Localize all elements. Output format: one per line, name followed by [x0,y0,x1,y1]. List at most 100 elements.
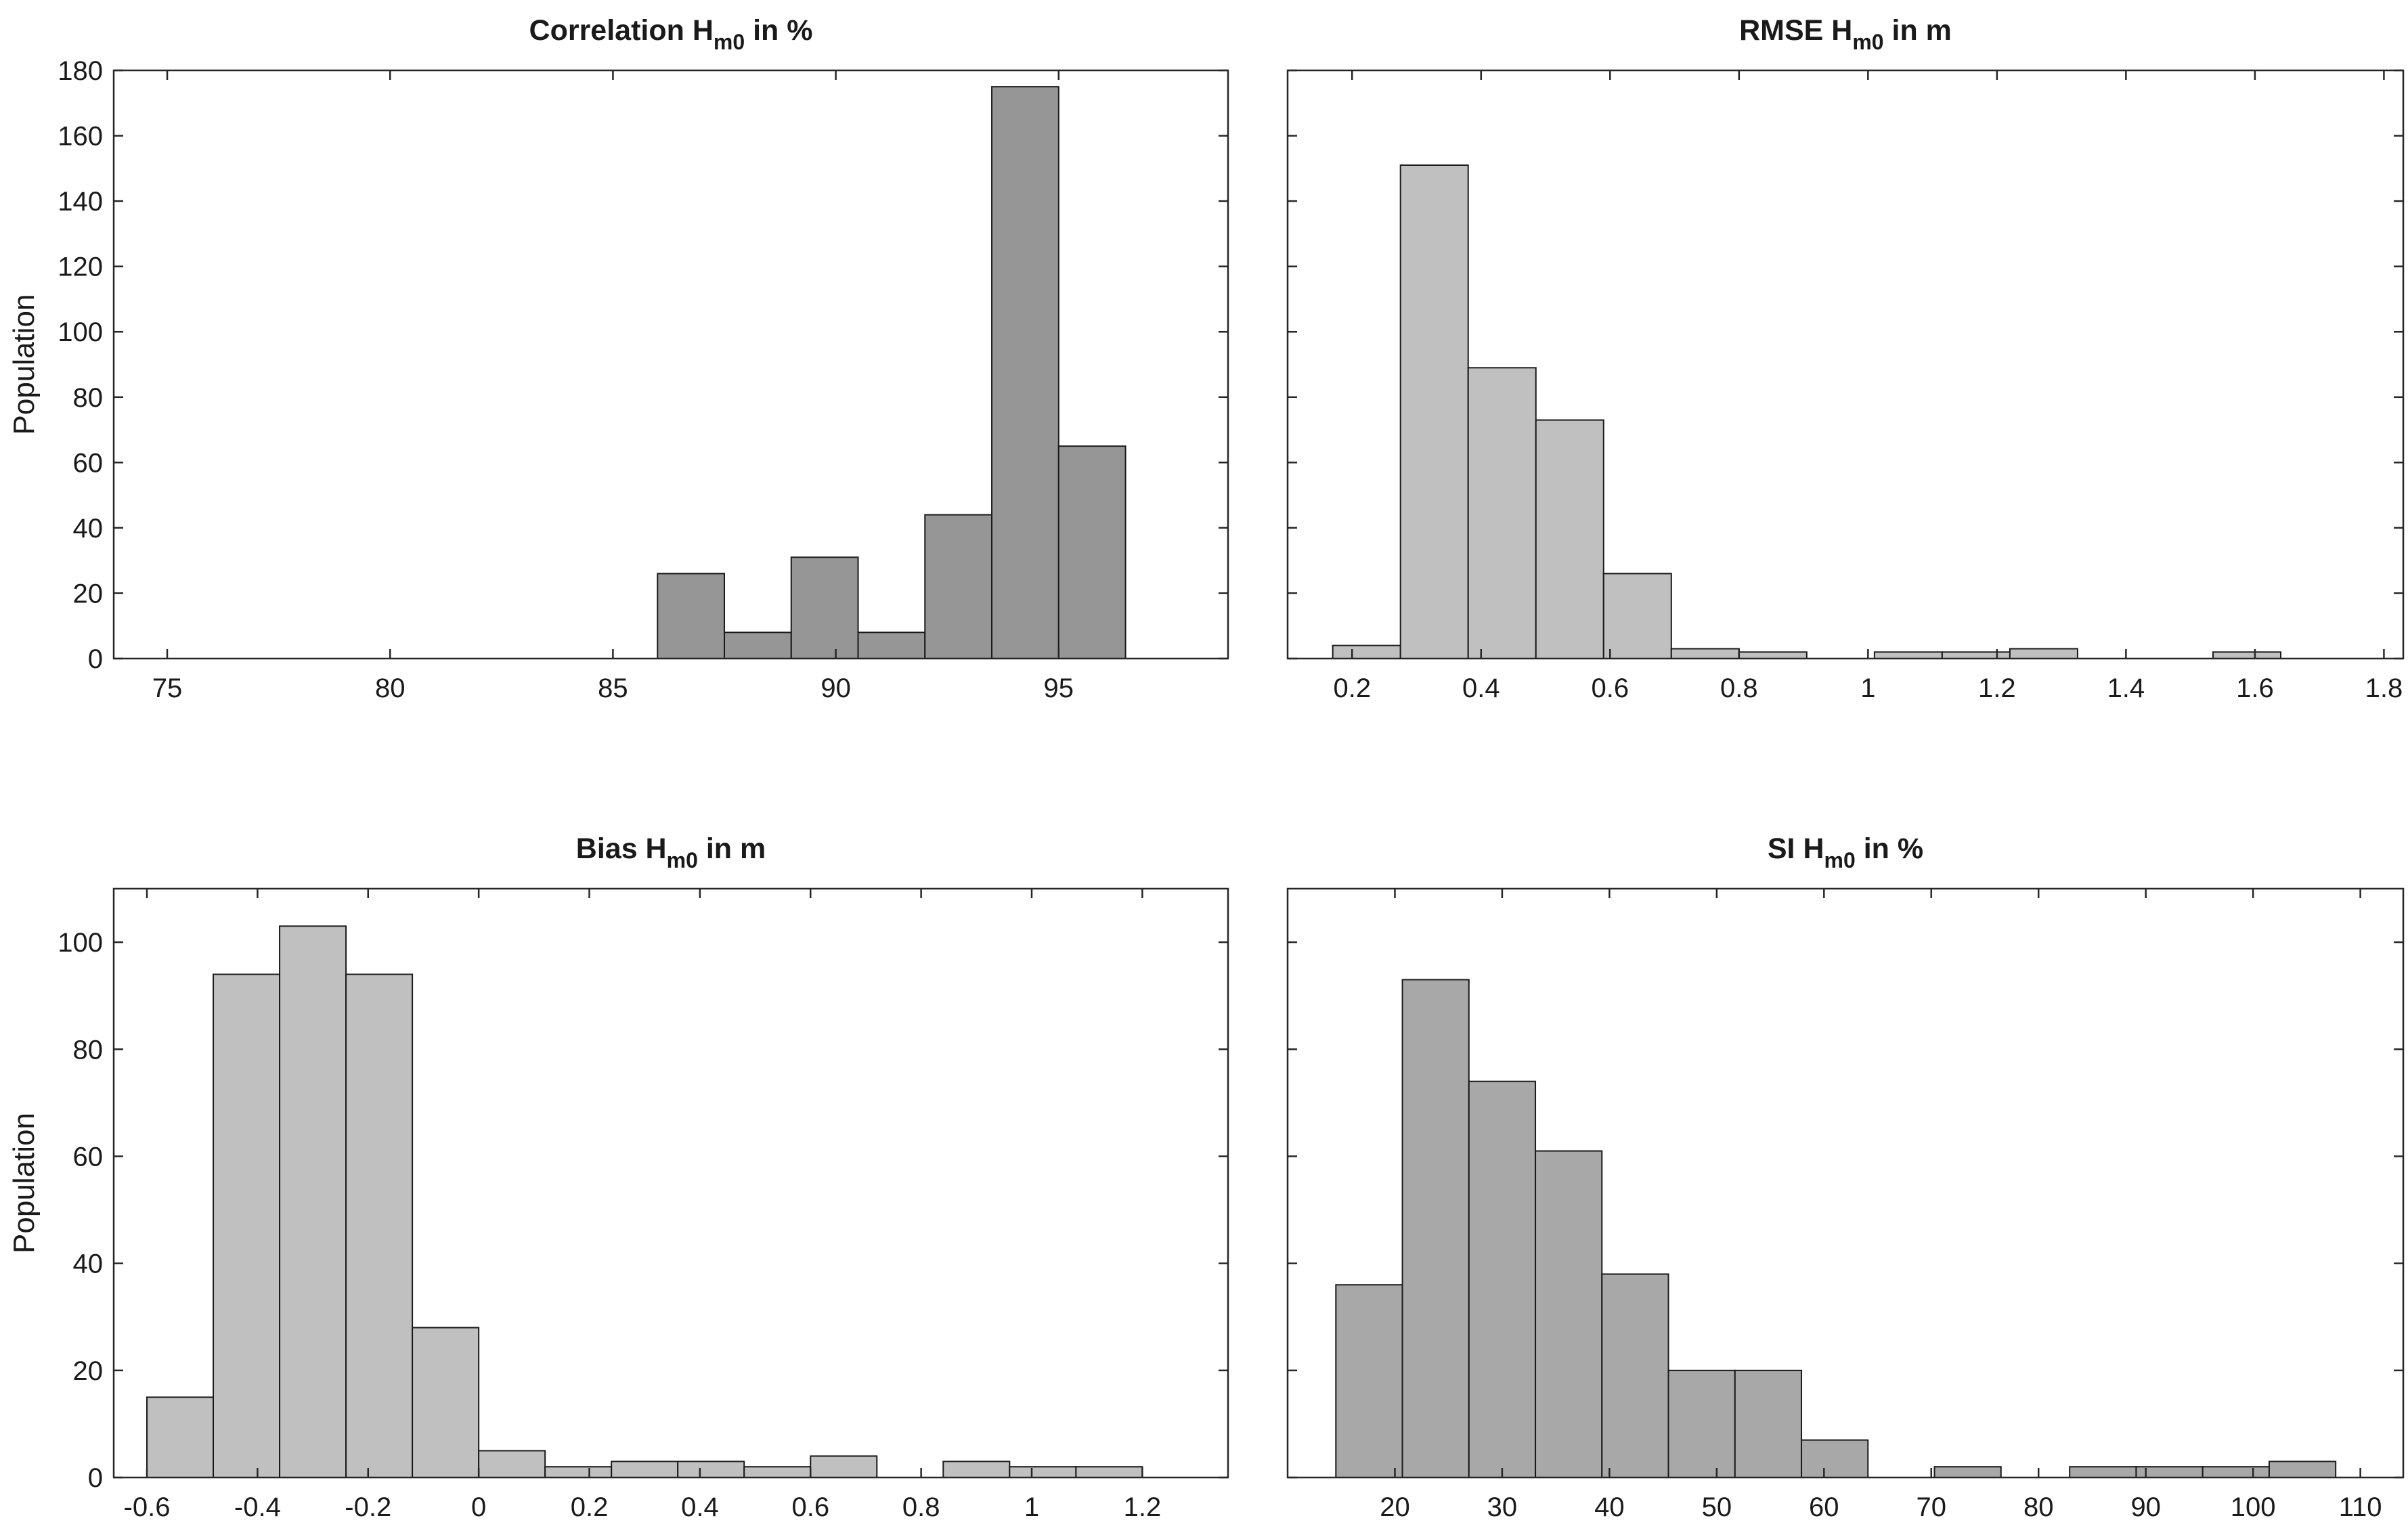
x-tick-label-correlation: 85 [598,673,628,703]
bar-bias-3 [345,973,414,1478]
bar-rmse-2 [1467,367,1537,659]
y-tick-label-correlation: 140 [58,187,103,217]
chart-title-bias: Bias Hm0 in m [576,832,766,872]
x-tick-label-si: 80 [2023,1492,2054,1522]
bar-bias-6 [544,1466,613,1479]
bar-si-8 [1933,1466,2002,1479]
panel-rmse: 0.2 0.4 0.6 0.8 1 1.2 1.4 1.6 1.8 RMSE Hm0 in m [1286,14,2405,703]
y-tick-label-correlation: 180 [58,56,103,86]
bar-si-9 [2069,1466,2137,1479]
x-tick-label-correlation: 90 [820,673,851,703]
bar-bias-0 [146,1396,215,1478]
y-tick-label-correlation: 120 [58,252,103,282]
bar-bias-7 [611,1461,679,1478]
x-tick-label-rmse: 1.8 [2365,673,2403,703]
bar-bias-10 [810,1455,878,1478]
x-tick-label-si: 50 [1702,1492,1732,1522]
x-tick-label-si: 20 [1380,1492,1410,1522]
x-tick-label-bias: 0.8 [902,1492,940,1522]
x-tick-label-si: 70 [1917,1492,1947,1522]
y-tick-label-correlation: 20 [73,579,104,608]
bar-bias-4 [412,1327,480,1478]
axes-frame-si [1286,887,2405,1479]
x-tick-label-bias: 0.4 [681,1492,719,1522]
x-tick-label-bias: -0.2 [345,1492,391,1522]
x-tick-label-si: 30 [1487,1492,1518,1522]
panel-correlation: 75 80 85 90 95 0 20 40 60 80 100 120 140 160 180 Correl… [7,14,1229,703]
bar-rmse-8 [1873,651,1943,659]
x-tick-label-correlation: 75 [152,673,183,703]
y-axis-label-correlation: Population [7,294,41,435]
x-tick-label-si: 40 [1594,1492,1625,1522]
bar-si-3 [1535,1150,1603,1478]
y-tick-label-correlation: 160 [58,122,103,152]
x-tick-label-bias: 1 [1024,1492,1039,1522]
bar-si-1 [1401,979,1470,1479]
x-tick-label-rmse: 1.6 [2236,673,2274,703]
x-tick-label-bias: 1.2 [1124,1492,1162,1522]
y-tick-label-bias: 60 [73,1142,104,1172]
y-tick-label-correlation: 60 [73,448,104,478]
y-tick-label-bias: 20 [73,1356,104,1386]
y-axis-label-bias: Population [7,1113,41,1253]
x-tick-label-bias: 0.6 [791,1492,829,1522]
bar-si-7 [1801,1439,1869,1479]
bar-rmse-3 [1535,419,1604,659]
x-tick-label-bias: 0.2 [571,1492,609,1522]
bar-bias-2 [279,925,347,1478]
chart-title-rmse: RMSE Hm0 in m [1739,14,1952,54]
bar-correlation-6 [857,631,926,660]
bar-si-5 [1667,1369,1736,1479]
axes-frame-correlation [112,69,1229,660]
bar-correlation-4 [724,631,792,660]
bar-rmse-4 [1602,573,1672,660]
x-tick-label-rmse: 0.2 [1333,673,1371,703]
bar-bias-12 [1009,1466,1077,1479]
bar-rmse-6 [1738,651,1808,659]
x-tick-label-rmse: 0.6 [1591,673,1629,703]
bar-bias-5 [478,1450,546,1479]
bar-si-2 [1468,1080,1537,1478]
y-tick-label-correlation: 40 [73,514,104,543]
bar-correlation-7 [924,514,993,659]
bar-rmse-0 [1332,644,1401,660]
x-tick-label-bias: -0.4 [234,1492,281,1522]
bar-si-0 [1335,1284,1403,1478]
bar-correlation-8 [991,86,1059,659]
y-tick-label-correlation: 100 [58,317,103,347]
x-tick-label-rmse: 1.4 [2107,673,2145,703]
axes-frame-bias [112,887,1229,1479]
bar-correlation-3 [657,573,726,660]
bar-bias-11 [942,1461,1011,1478]
bar-correlation-9 [1057,445,1126,659]
x-tick-label-rmse: 1.2 [1978,673,2016,703]
bar-si-12 [2268,1461,2337,1478]
chart-title-correlation: Correlation Hm0 in % [529,14,813,54]
x-tick-label-bias: 0 [471,1492,486,1522]
bar-rmse-5 [1670,648,1740,659]
x-tick-label-rmse: 1 [1860,673,1875,703]
bar-rmse-1 [1399,164,1469,659]
panel-si: 20 30 40 50 60 70 80 90 100 110 SI Hm0 in % [1286,832,2405,1522]
x-tick-label-rmse: 0.8 [1720,673,1758,703]
x-tick-label-si: 110 [2339,1492,2382,1522]
x-tick-label-si: 60 [1809,1492,1839,1522]
y-tick-label-bias: 80 [73,1035,104,1065]
bar-si-4 [1601,1273,1669,1479]
bar-si-6 [1734,1369,1803,1479]
x-tick-label-correlation: 80 [375,673,406,703]
x-tick-label-si: 100 [2231,1492,2276,1522]
y-tick-label-correlation: 80 [73,383,104,413]
bar-si-11 [2202,1466,2270,1479]
chart-title-si: SI Hm0 in % [1768,832,1923,872]
bar-bias-13 [1075,1466,1143,1479]
y-tick-label-bias: 100 [58,928,103,958]
bar-rmse-9 [1941,651,2011,659]
panel-bias: -0.6 -0.4 -0.2 0 0.2 0.4 0.6 0.8 1 1.2 0 20 40 60 80 10… [7,832,1229,1522]
bar-rmse-10 [2009,648,2078,659]
bar-bias-1 [213,973,281,1478]
x-tick-label-rmse: 0.4 [1462,673,1500,703]
x-tick-label-si: 90 [2130,1492,2161,1522]
bar-correlation-5 [790,556,859,659]
